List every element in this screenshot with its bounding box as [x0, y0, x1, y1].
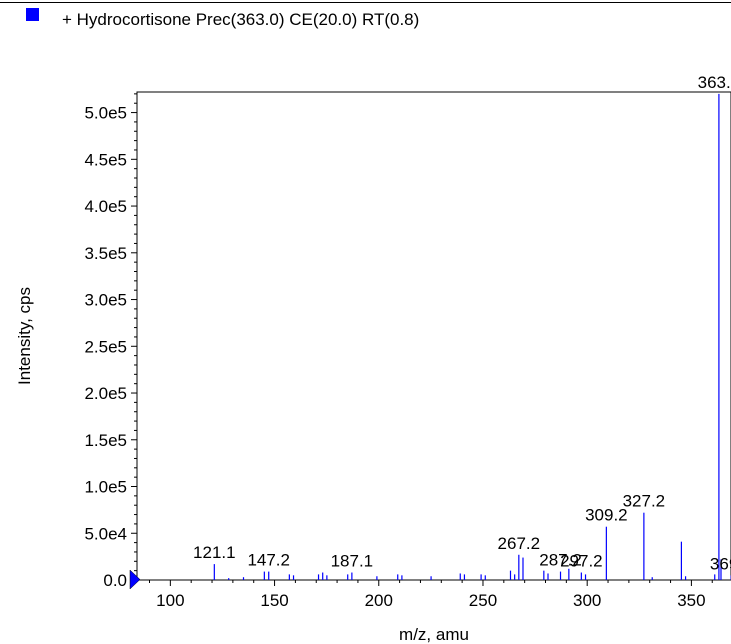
y-tick-label: 1.5e5	[84, 431, 127, 450]
x-tick-label: 350	[677, 591, 705, 610]
peak-label: 187.1	[331, 552, 374, 571]
y-tick-label: 3.0e5	[84, 291, 127, 310]
peak-label: 309.2	[585, 506, 628, 525]
peak-label: 327.2	[623, 492, 666, 511]
y-tick-label: 1.0e5	[84, 478, 127, 497]
chart-title: + Hydrocortisone Prec(363.0) CE(20.0) RT…	[62, 10, 419, 29]
y-tick-label: 5.0e4	[84, 524, 127, 543]
plot-frame	[136, 91, 731, 581]
legend-swatch	[26, 8, 39, 21]
y-tick-label: 5.0e5	[84, 104, 127, 123]
peak-bars	[213, 93, 731, 580]
peak-label: 147.2	[247, 551, 290, 570]
y-axis-ticks: 0.0 5.0e4 1.0e5 1.5e5 2.0e5 2.5e5 3.0e5 3.5e5 4.…	[84, 93, 137, 590]
y-tick-label: 3.5e5	[84, 244, 127, 263]
peak-label: 121.1	[193, 543, 236, 562]
y-axis-marker	[129, 569, 141, 590]
x-tick-label: 300	[573, 591, 601, 610]
y-tick-label: 0.0	[103, 571, 127, 590]
y-tick-label: 2.0e5	[84, 384, 127, 403]
x-axis-ticks: 100 150 200 250 300 350	[149, 580, 713, 610]
x-axis-label: m/z, amu	[399, 625, 469, 644]
y-tick-label: 4.5e5	[84, 150, 127, 169]
x-tick-label: 200	[365, 591, 393, 610]
peak-label: 363.2	[698, 73, 731, 92]
peak-label: 287.2	[539, 551, 582, 570]
peak-label: 297.2	[560, 552, 603, 571]
y-axis-label: Intensity, cps	[15, 287, 34, 385]
peak-label: 369.1	[710, 554, 731, 573]
y-tick-label: 4.0e5	[84, 197, 127, 216]
x-tick-label: 150	[260, 591, 288, 610]
x-tick-label: 250	[469, 591, 497, 610]
y-tick-label: 2.5e5	[84, 337, 127, 356]
x-tick-label: 100	[156, 591, 184, 610]
peak-label: 267.2	[498, 534, 541, 553]
